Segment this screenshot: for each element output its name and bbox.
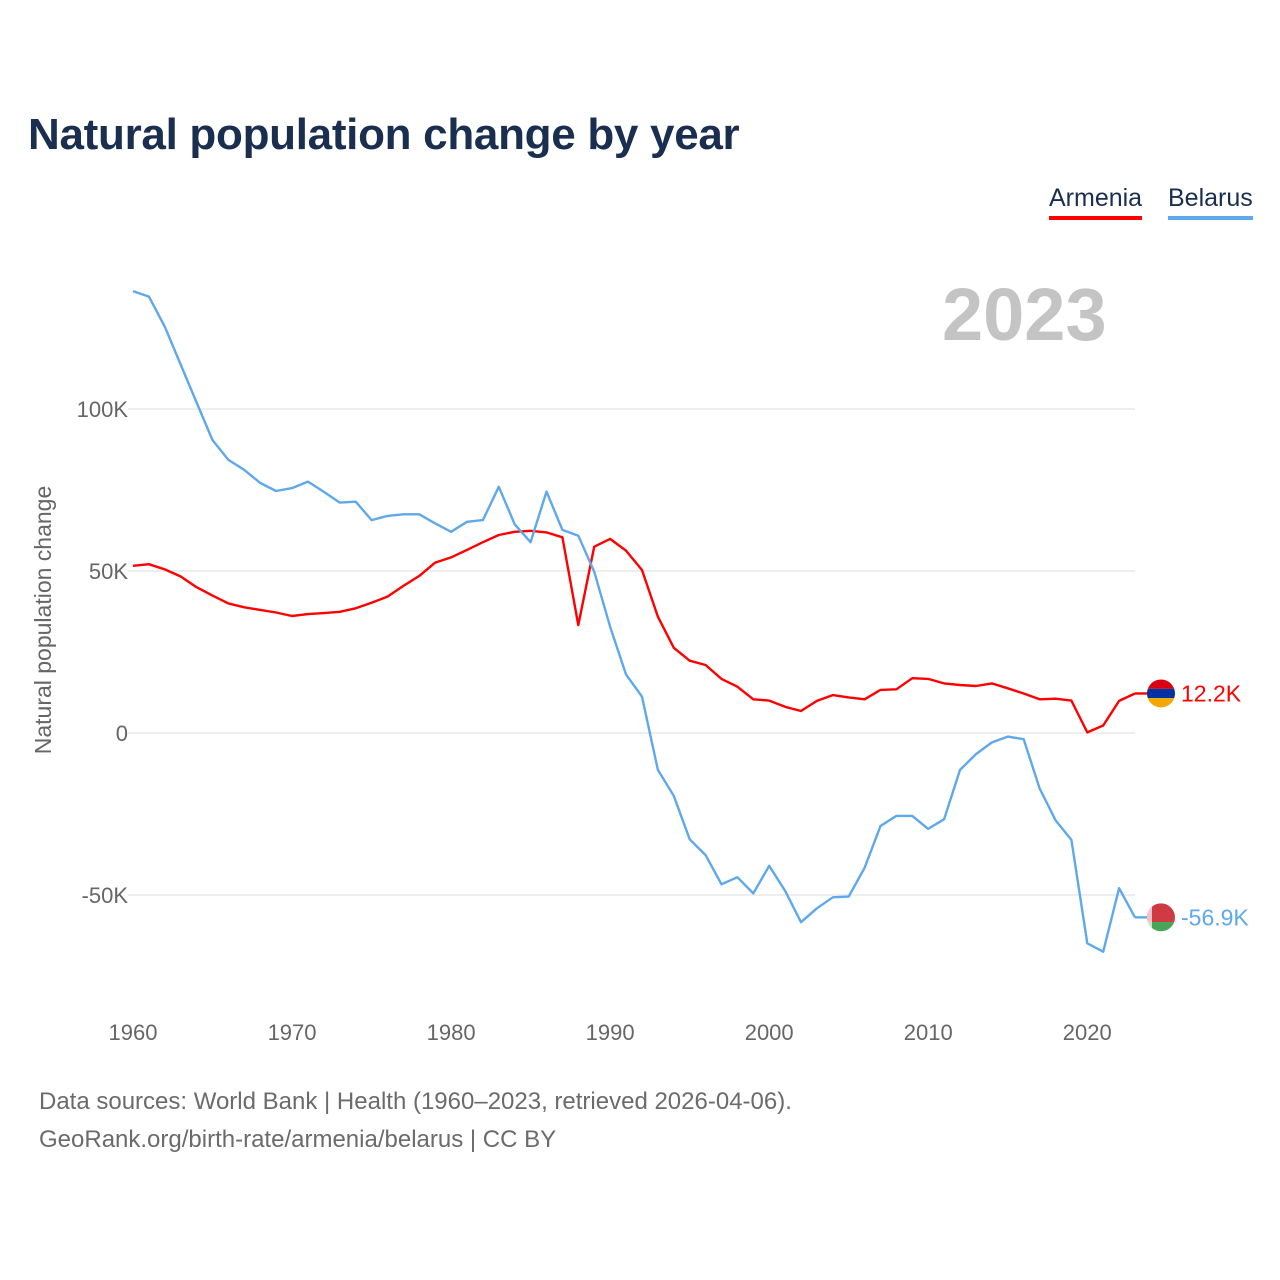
- legend-item-belarus[interactable]: Belarus: [1168, 184, 1253, 220]
- armenia-flag-icon: [1147, 679, 1175, 708]
- x-tick-label: 1970: [268, 1020, 317, 1045]
- y-tick-label: 50K: [89, 559, 128, 584]
- y-axis-label: Natural population change: [30, 486, 56, 755]
- end-value-label-armenia: 12.2K: [1181, 680, 1242, 706]
- x-tick-label: 1960: [109, 1020, 158, 1045]
- belarus-flag-icon: [1147, 903, 1175, 932]
- series-line-belarus: [132, 289, 1137, 953]
- y-tick-label: 0: [116, 721, 128, 746]
- data-sources-note: Data sources: World Bank | Health (1960–…: [39, 1088, 792, 1115]
- chart-title: Natural population change by year: [28, 110, 740, 159]
- series-line-armenia: [132, 529, 1136, 734]
- y-tick-label: 100K: [77, 397, 129, 422]
- end-value-label-belarus: -56.9K: [1181, 904, 1249, 930]
- x-tick-label: 1980: [427, 1020, 476, 1045]
- x-tick-label: 1990: [586, 1020, 635, 1045]
- attribution-link[interactable]: GeoRank.org/birth-rate/armenia/belarus |…: [39, 1126, 557, 1153]
- x-tick-label: 2020: [1063, 1020, 1112, 1045]
- legend-item-armenia[interactable]: Armenia: [1049, 184, 1143, 220]
- current-year-label: 2023: [942, 273, 1107, 356]
- y-tick-label: -50K: [82, 883, 129, 908]
- x-tick-label: 2010: [904, 1020, 953, 1045]
- x-tick-label: 2000: [745, 1020, 794, 1045]
